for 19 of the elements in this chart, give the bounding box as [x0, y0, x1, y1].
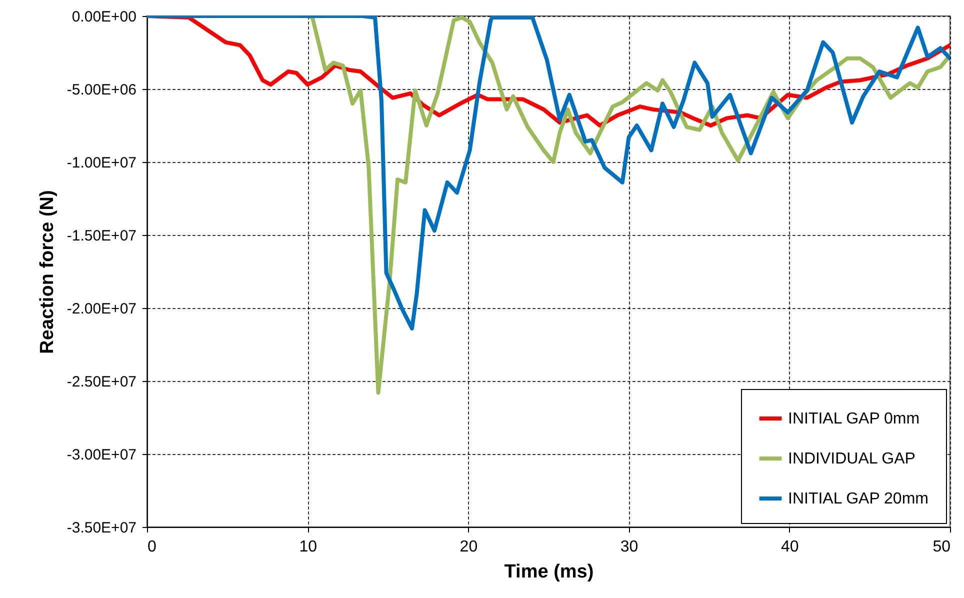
y-tick-label: 0.00E+00	[72, 8, 136, 26]
x-tick-label: 20	[460, 538, 478, 556]
x-tick-label: 10	[299, 538, 318, 556]
y-tick-label: -1.00E+07	[66, 154, 136, 172]
y-tick-label: -2.50E+07	[66, 374, 136, 390]
y-tick-label: -3.00E+07	[66, 446, 136, 464]
x-tick-label: 30	[620, 538, 638, 556]
y-axis-title: Reaction force (N)	[36, 190, 58, 354]
legend-label: INITIAL GAP 0mm	[788, 410, 920, 428]
x-tick-label: 0	[148, 538, 156, 556]
x-tick-label: 40	[781, 538, 799, 556]
legend-label: INDIVIDUAL GAP	[788, 450, 916, 468]
legend-label: INITIAL GAP 20mm	[788, 490, 928, 508]
y-tick-label: -5.00E+06	[66, 82, 136, 98]
x-tick-label: 50	[932, 538, 951, 556]
y-tick-label: -2.00E+07	[66, 300, 136, 318]
x-axis-title: Time (ms)	[504, 562, 594, 582]
y-tick-label: -1.50E+07	[66, 228, 136, 244]
y-tick-label: -3.50E+07	[66, 520, 136, 536]
